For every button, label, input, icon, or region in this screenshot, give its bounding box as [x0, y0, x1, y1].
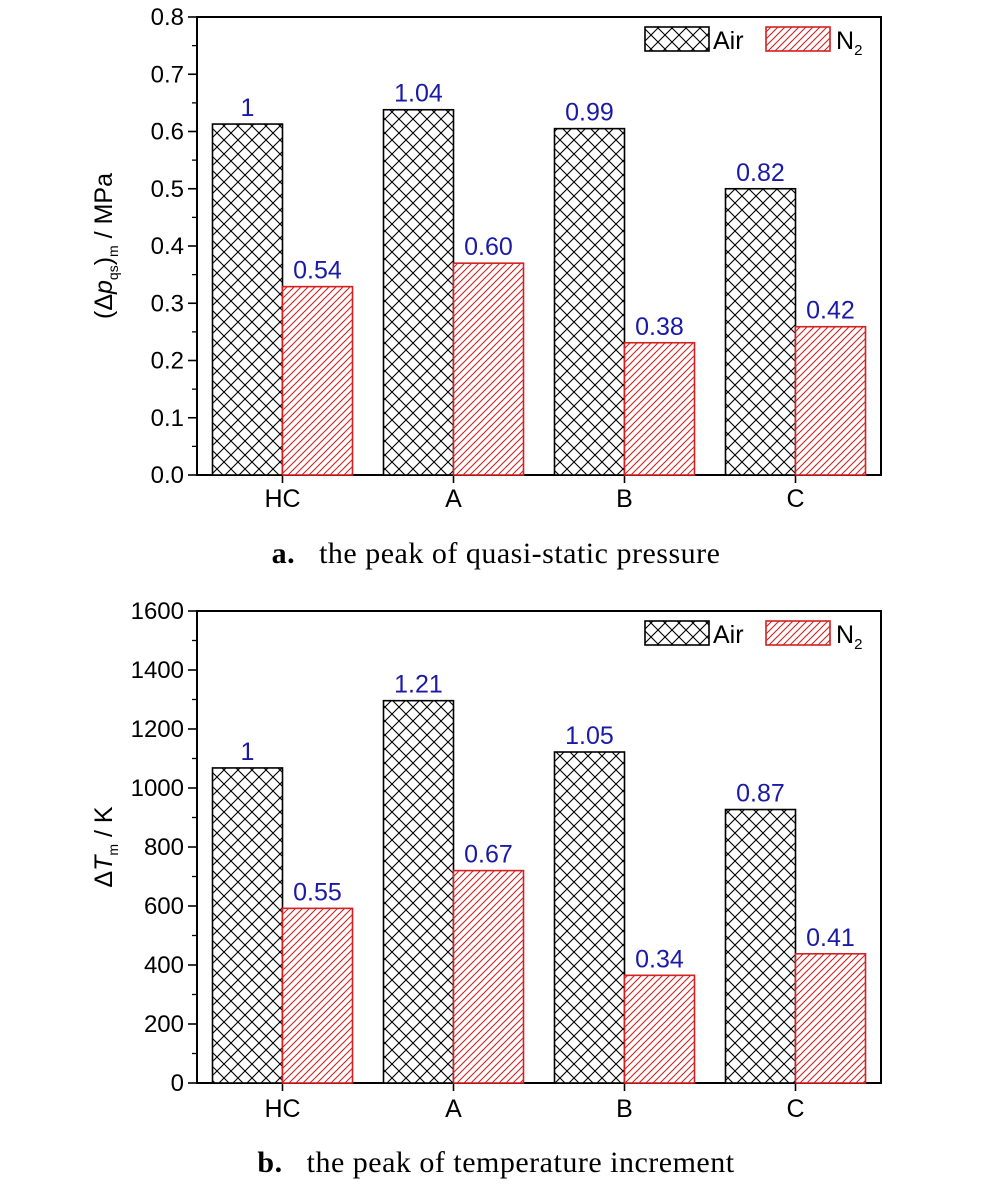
x-category-label: HC: [264, 485, 300, 513]
y-tick-label: 1600: [131, 598, 184, 625]
data-label: 0.60: [464, 233, 513, 261]
x-category-label: HC: [264, 1095, 300, 1123]
x-category-label: C: [786, 485, 804, 513]
bar-air-b: [553, 127, 626, 476]
legend-swatch-n2: [765, 620, 831, 646]
data-label: 0.54: [293, 257, 342, 285]
chart-quasi-static-pressure: 0.0 0.1 0.2 0.3 0.4 0.5 0.6 0.7 0.8 HC 1 0.54 A 1.04 0…: [90, 4, 882, 570]
x-category-label: B: [616, 1095, 633, 1123]
y-tick-label: 0.5: [151, 176, 184, 203]
bar-n2-hc: [281, 285, 354, 476]
y-tick-label: 800: [144, 834, 184, 861]
bar-n2-c: [794, 325, 867, 476]
bar-air-hc: [211, 123, 284, 476]
y-tick-label: 0.4: [151, 233, 184, 260]
y-tick-label: 0: [171, 1070, 184, 1097]
y-tick-label: 0.2: [151, 348, 184, 375]
figure-caption: a. the peak of quasi-static pressure: [272, 537, 721, 570]
y-tick-label: 1200: [131, 716, 184, 743]
data-label: 1: [241, 94, 255, 122]
data-label: 1: [241, 738, 255, 766]
x-category-label: A: [445, 1095, 462, 1123]
y-tick-label: 1000: [131, 775, 184, 802]
y-tick-label: 0.1: [151, 405, 184, 432]
x-category-label: A: [445, 485, 462, 513]
data-label: 0.99: [565, 99, 614, 127]
legend-label-n2: N2: [836, 27, 862, 59]
bar-air-a: [382, 699, 455, 1084]
figure-caption: b. the peak of temperature increment: [257, 1146, 734, 1179]
y-tick-label: 400: [144, 952, 184, 979]
bar-n2-c: [794, 952, 867, 1084]
data-label: 0.38: [635, 313, 684, 341]
y-axis-title: (Δpqs)m / MPa: [90, 173, 121, 319]
y-tick-label: 0.8: [151, 4, 184, 31]
y-tick-label: 0.0: [151, 462, 184, 489]
legend-label-n2: N2: [836, 621, 862, 653]
bar-air-c: [724, 808, 797, 1084]
x-category-label: B: [616, 485, 633, 513]
bar-air-a: [382, 108, 455, 476]
chart-temperature-increment: 0 200 400 600 800 1000 1200 1400 1600 HC 1 0.55 A 1.2…: [90, 598, 882, 1179]
data-label: 0.42: [806, 297, 855, 325]
data-label: 0.87: [736, 780, 785, 808]
data-label: 1.05: [565, 722, 614, 750]
y-tick-label: 0.6: [151, 119, 184, 146]
y-tick-label: 200: [144, 1011, 184, 1038]
legend-swatch-n2: [765, 26, 831, 52]
data-label: 1.04: [394, 80, 443, 108]
bar-air-b: [553, 751, 626, 1084]
bar-n2-b: [623, 341, 696, 476]
data-label: 0.55: [293, 878, 342, 906]
legend-swatch-air: [644, 620, 710, 646]
data-label: 0.34: [635, 945, 684, 973]
legend-label-air: Air: [713, 621, 744, 649]
y-axis-title: ΔTm / K: [90, 806, 121, 887]
bar-n2-b: [623, 974, 696, 1084]
data-label: 0.67: [464, 841, 513, 869]
data-label: 1.21: [394, 671, 443, 699]
data-label: 0.41: [806, 924, 855, 952]
bar-n2-a: [452, 262, 525, 476]
legend-label-air: Air: [713, 27, 744, 55]
bar-n2-a: [452, 869, 525, 1084]
y-tick-label: 0.3: [151, 290, 184, 317]
x-category-label: C: [786, 1095, 804, 1123]
legend-swatch-air: [644, 26, 710, 52]
bar-n2-hc: [281, 907, 354, 1084]
y-tick-label: 0.7: [151, 61, 184, 88]
y-tick-label: 1400: [131, 657, 184, 684]
data-label: 0.82: [736, 159, 785, 187]
y-tick-label: 600: [144, 893, 184, 920]
bar-air-c: [724, 187, 797, 476]
bar-air-hc: [211, 767, 284, 1084]
